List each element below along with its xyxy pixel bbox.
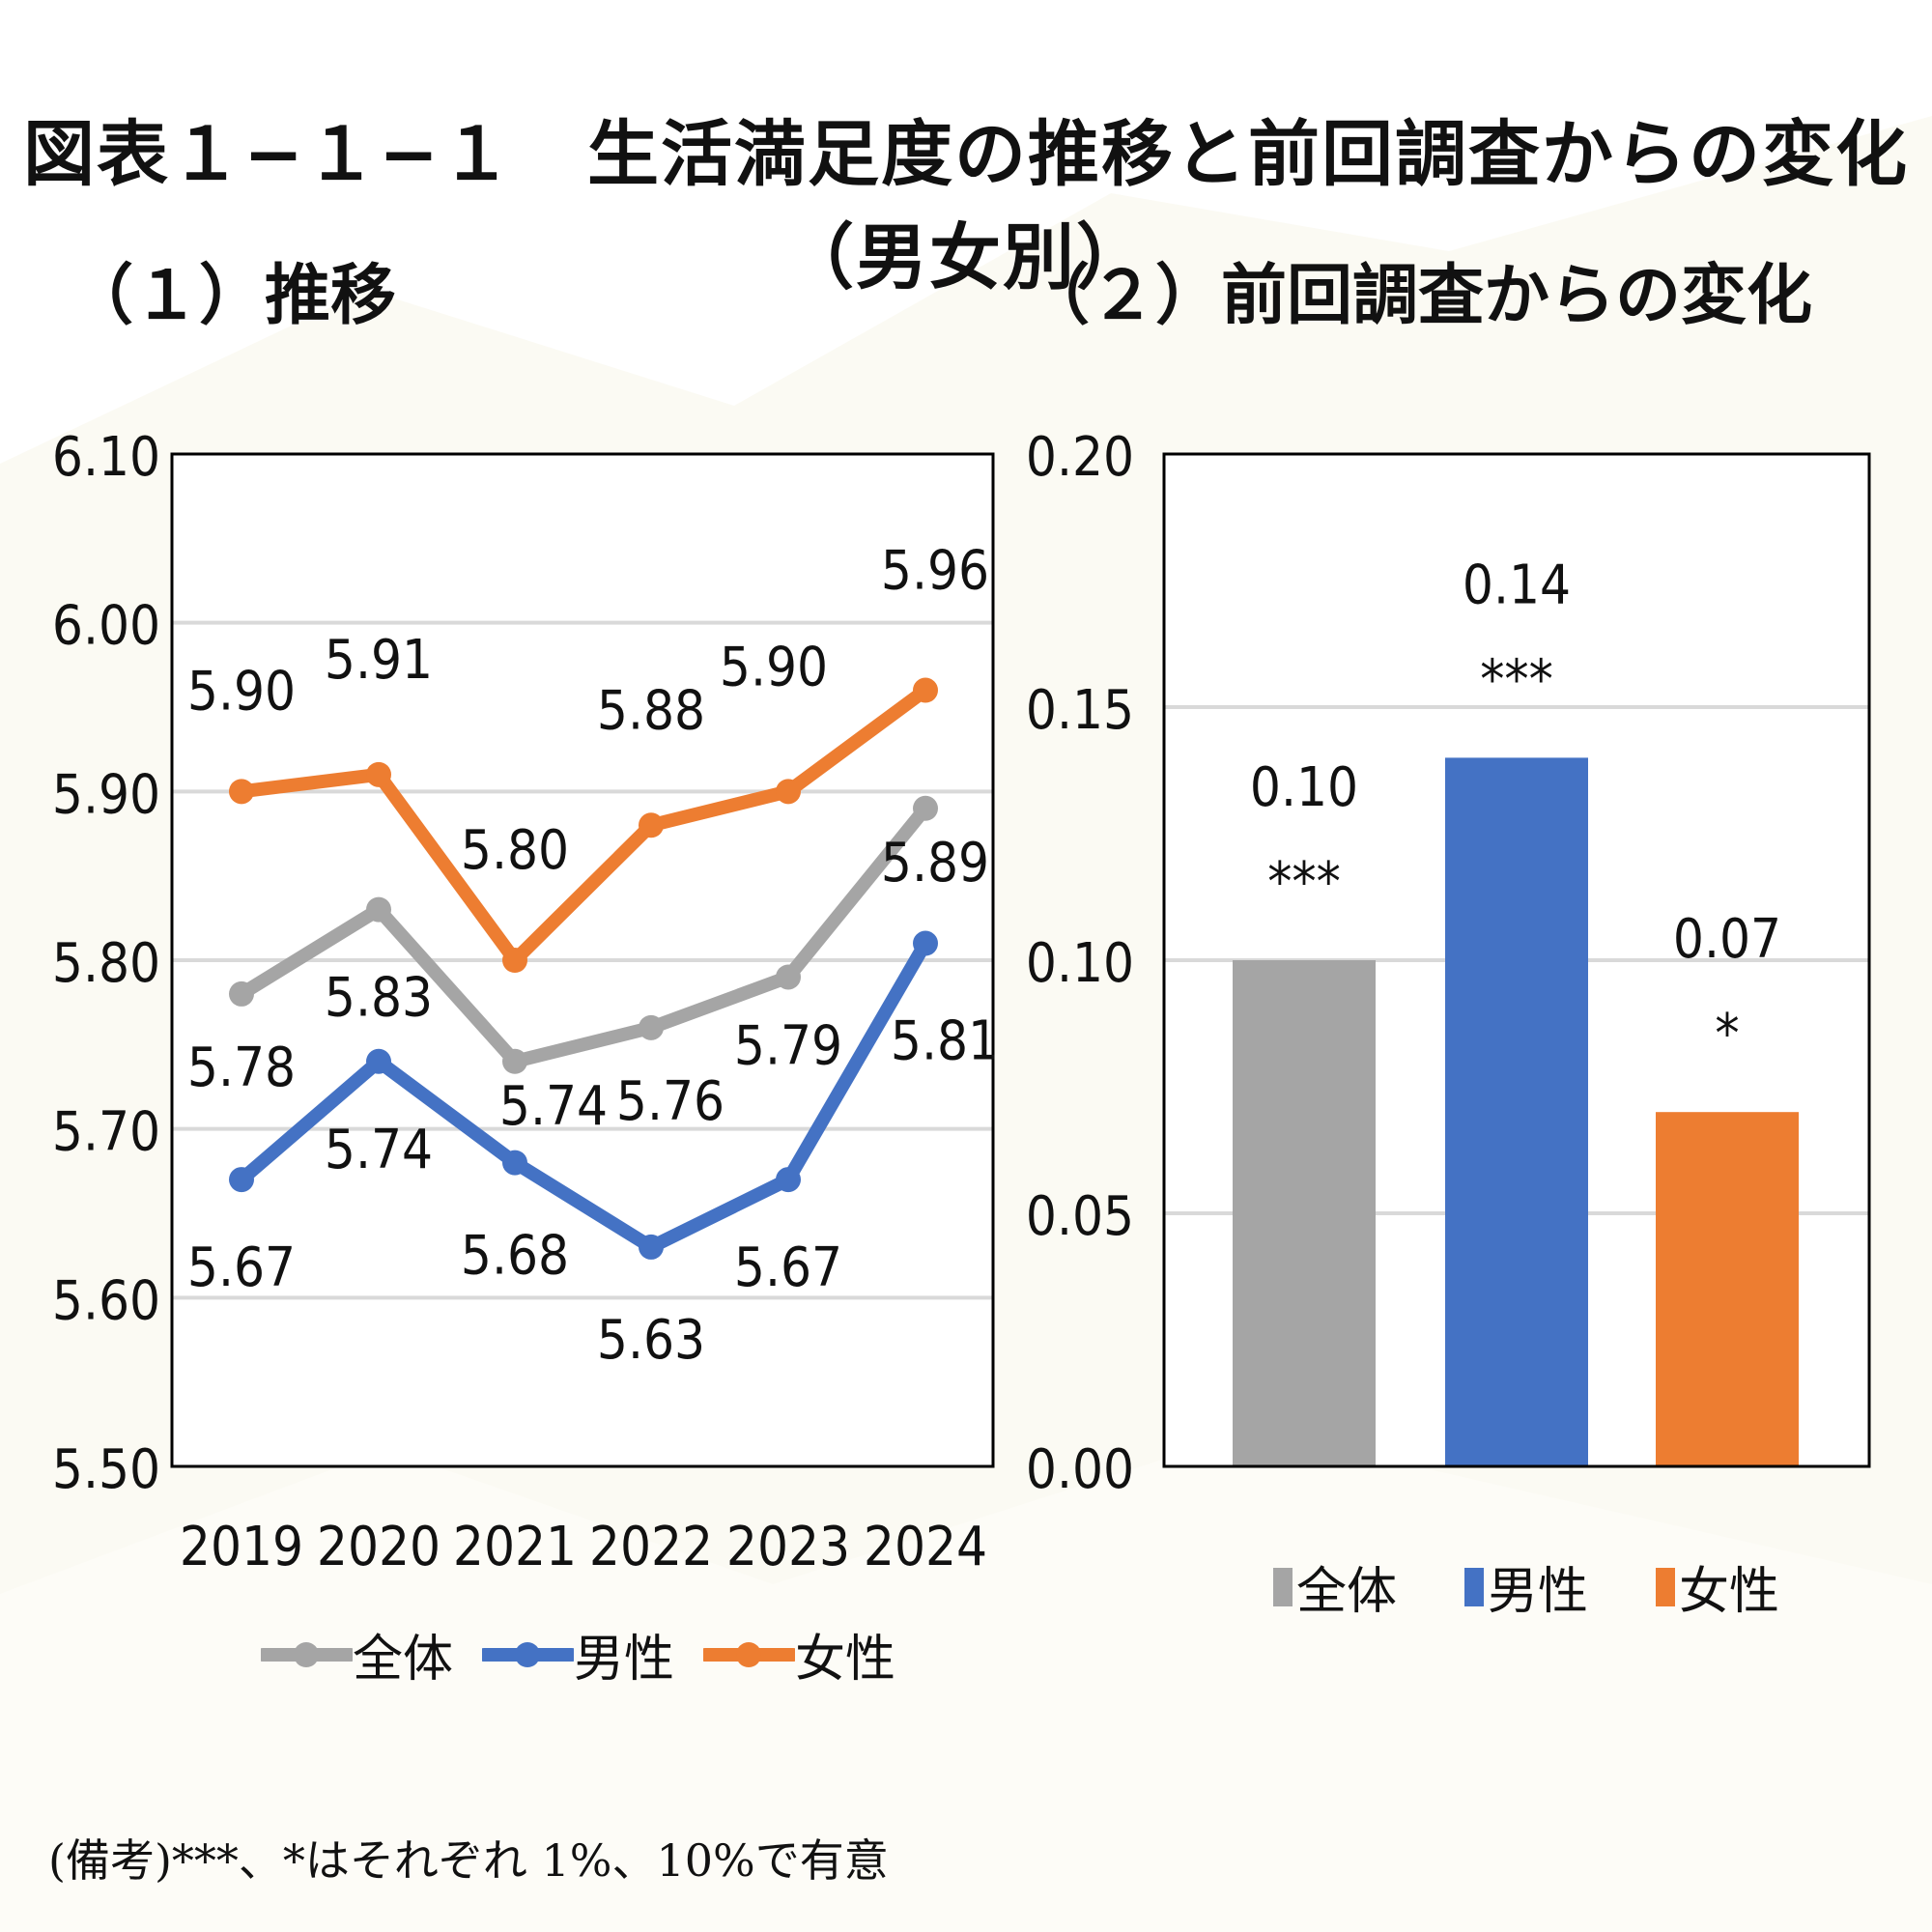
y-tick-label: 0.00 [1026, 1438, 1134, 1501]
data-point [776, 779, 801, 805]
significance-label: *** [1480, 648, 1553, 711]
x-tick-label: 2023 [726, 1516, 850, 1578]
y-tick-label: 0.20 [1026, 426, 1134, 489]
series-line-1 [237, 940, 932, 1254]
y-tick-label: 5.60 [52, 1269, 160, 1332]
subtitle-change: （２）前回調査からの変化 [1024, 258, 1813, 334]
data-point [502, 1150, 527, 1176]
legend-marker [261, 1641, 353, 1667]
legend-item: 全体 [1273, 1550, 1397, 1623]
bar [1656, 1112, 1799, 1466]
x-tick-label: 2021 [453, 1516, 577, 1578]
bar-value-label: 0.07 [1673, 908, 1781, 971]
legend-swatch [1656, 1567, 1676, 1606]
data-point [366, 896, 391, 923]
legend-marker [703, 1641, 796, 1667]
legend-marker [482, 1641, 575, 1667]
data-label: 5.74 [499, 1075, 608, 1138]
data-label: 5.96 [881, 540, 989, 603]
y-tick-label: 6.00 [52, 595, 160, 658]
series-line-0 [238, 804, 931, 1068]
legend-label: 男性 [574, 1631, 675, 1689]
y-tick-label: 5.70 [52, 1101, 160, 1164]
line-chart-legend: 全体 男性 女性 [261, 1618, 924, 1690]
x-tick-label: 2020 [317, 1516, 440, 1578]
legend-item: 女性 [1656, 1550, 1779, 1623]
subtitle-trend: （１）推移 [68, 258, 397, 334]
data-label: 5.63 [597, 1309, 705, 1372]
x-tick-label: 2022 [589, 1516, 713, 1578]
data-point [639, 812, 664, 838]
data-point [229, 779, 254, 805]
data-label: 5.74 [325, 1119, 433, 1181]
data-label: 5.78 [187, 1037, 296, 1099]
bar [1233, 960, 1376, 1466]
x-tick-label: 2019 [180, 1516, 303, 1578]
data-point [366, 761, 391, 787]
legend-item: 男性 [1464, 1550, 1588, 1623]
data-label: 5.81 [891, 1010, 999, 1073]
y-tick-label: 0.05 [1026, 1185, 1134, 1248]
page-title: 図表１−１−１ 生活満足度の推移と前回調査からの変化（男女別） [22, 113, 1909, 299]
bar [1445, 757, 1588, 1466]
data-label: 5.90 [187, 660, 296, 723]
data-label: 5.68 [461, 1225, 569, 1288]
data-point [229, 1167, 254, 1193]
data-point [366, 1048, 391, 1074]
y-tick-label: 5.80 [52, 932, 160, 995]
data-point [502, 948, 527, 973]
legend-item: 女性 [703, 1618, 895, 1690]
legend-label: 女性 [1679, 1563, 1780, 1621]
data-label: 5.83 [325, 967, 433, 1030]
data-label: 5.91 [325, 629, 433, 692]
significance-label: * [1715, 1003, 1739, 1065]
data-point [776, 1167, 801, 1193]
data-label: 5.90 [720, 636, 828, 698]
legend-label: 全体 [1296, 1563, 1398, 1621]
data-label: 5.79 [734, 1014, 842, 1077]
legend-label: 女性 [795, 1631, 896, 1689]
data-point [913, 677, 938, 703]
legend-item: 男性 [482, 1618, 674, 1690]
legend-swatch [1464, 1567, 1485, 1606]
y-tick-label: 0.10 [1026, 932, 1134, 995]
series-line-2 [241, 684, 930, 967]
data-label: 5.80 [461, 819, 569, 882]
data-point [639, 1014, 664, 1040]
x-tick-label: 2024 [864, 1516, 987, 1578]
data-point [229, 980, 254, 1007]
data-point [913, 795, 938, 821]
bar-value-label: 0.14 [1463, 554, 1571, 616]
line-plot-border [170, 452, 995, 1468]
y-tick-label: 5.90 [52, 763, 160, 826]
data-label: 5.88 [597, 679, 705, 742]
data-point [639, 1234, 664, 1260]
bar-value-label: 0.10 [1250, 756, 1358, 819]
data-point [776, 964, 801, 990]
footnote: (備考)***、*はそれぞれ 1%、10%で有意 [48, 1834, 889, 1887]
legend-item: 全体 [261, 1618, 453, 1690]
y-tick-label: 0.15 [1026, 679, 1134, 742]
y-tick-label: 5.50 [52, 1438, 160, 1501]
bar-plot-border [1162, 452, 1871, 1468]
data-label: 5.67 [734, 1236, 842, 1299]
bar-chart-legend: 全体 男性 女性 [1273, 1550, 1847, 1623]
significance-label: *** [1267, 851, 1341, 914]
legend-swatch [1273, 1567, 1293, 1606]
data-label: 5.89 [881, 832, 989, 895]
legend-label: 男性 [1488, 1563, 1589, 1621]
data-label: 5.67 [187, 1236, 296, 1299]
y-tick-label: 6.10 [52, 426, 160, 489]
legend-label: 全体 [353, 1631, 454, 1689]
data-point [913, 930, 938, 956]
data-point [502, 1048, 527, 1074]
data-label: 5.76 [616, 1070, 724, 1133]
